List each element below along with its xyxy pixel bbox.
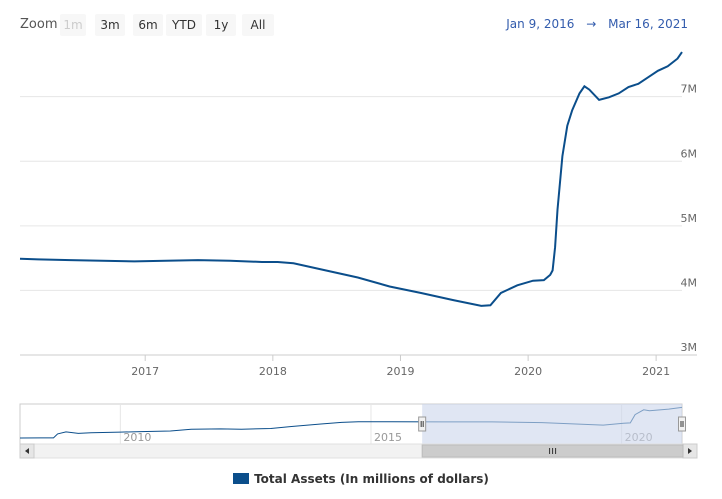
x-tick-label: 2019 [386, 365, 414, 378]
y-axis: 3M 4M 5M 6M 7M [681, 83, 698, 354]
scrollbar[interactable] [19, 443, 698, 459]
legend-label: Total Assets (In millions of dollars) [254, 472, 489, 486]
navigator-handle-left[interactable] [418, 416, 427, 432]
y-tick-label: 7M [681, 83, 698, 96]
y-tick-label: 3M [681, 341, 698, 354]
grip-icon [549, 448, 557, 454]
range-to-input[interactable]: Mar 16, 2021 [608, 17, 688, 31]
toolbar: Zoom 1m 3m 6m YTD 1y All Jan 9, 2016 → M… [0, 0, 722, 48]
navigator-selection[interactable] [422, 404, 682, 444]
x-tick-label: 2017 [131, 365, 159, 378]
chart-area: 3M 4M 5M 6M 7M 2017 2018 2019 2020 2021 2010 2015… [19, 51, 698, 459]
legend-swatch [233, 473, 250, 484]
series-line-total-assets[interactable] [19, 51, 683, 307]
legend[interactable]: Total Assets (In millions of dollars) [0, 472, 722, 486]
zoom-6m-button[interactable]: 6m [133, 14, 163, 36]
arrow-left-icon [25, 448, 29, 454]
navigator-handle-right[interactable] [678, 416, 686, 432]
zoom-ytd-button[interactable]: YTD [166, 14, 202, 36]
arrow-right-icon [688, 448, 692, 454]
range-from-input[interactable]: Jan 9, 2016 [506, 17, 575, 31]
y-tick-label: 5M [681, 212, 698, 225]
navigator-tick-label: 2015 [374, 431, 402, 444]
zoom-1y-button[interactable]: 1y [206, 14, 236, 36]
zoom-1m-button[interactable]: 1m [60, 14, 86, 36]
y-tick-label: 4M [681, 276, 698, 289]
zoom-label: Zoom [20, 17, 58, 32]
x-tick-label: 2020 [514, 365, 542, 378]
range-separator: → [586, 17, 597, 31]
y-tick-label: 6M [681, 147, 698, 160]
x-tick-label: 2021 [642, 365, 670, 378]
x-tick-label: 2018 [259, 365, 287, 378]
navigator[interactable]: 201020152020 [19, 403, 686, 445]
date-range: Jan 9, 2016 → Mar 16, 2021 [502, 17, 692, 31]
x-axis: 2017 2018 2019 2020 2021 [131, 355, 670, 378]
grid-lines [20, 96, 697, 356]
zoom-all-button[interactable]: All [242, 14, 274, 36]
zoom-3m-button[interactable]: 3m [95, 14, 125, 36]
navigator-tick-label: 2010 [123, 431, 151, 444]
